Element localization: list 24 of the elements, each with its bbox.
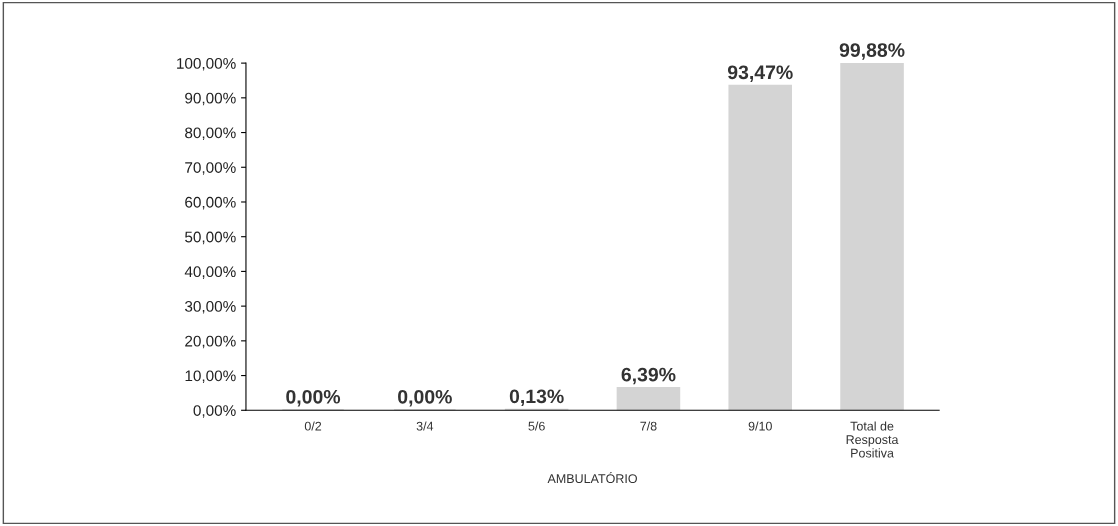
y-tick-label: 50,00%	[185, 231, 236, 245]
data-label: 0,00%	[286, 389, 341, 407]
y-tick-label: 30,00%	[185, 301, 236, 314]
data-label: 0,13%	[509, 389, 564, 407]
y-tick-label: 80,00%	[185, 127, 236, 141]
y-tick-label: 10,00%	[185, 370, 236, 384]
y-tick-label: 100,00%	[177, 57, 236, 71]
data-label: 6,39%	[621, 367, 676, 385]
y-tick-label: 0,00%	[193, 405, 236, 418]
y-tick-label: 70,00%	[185, 162, 236, 175]
data-label: 93,47%	[727, 65, 793, 82]
x-tick-label: 0/2	[304, 421, 322, 431]
x-tick-label: 7/8	[640, 421, 657, 431]
x-tick-label: Total de Resposta Positiva	[846, 421, 899, 458]
x-tick-label: 3/4	[416, 421, 434, 431]
x-tick-label: 9/10	[748, 421, 772, 431]
x-axis-title: AMBULATÓRIO	[547, 472, 637, 484]
y-tick-label: 60,00%	[185, 196, 236, 210]
y-tick-label: 40,00%	[184, 266, 236, 279]
data-label: 0,00%	[398, 389, 452, 407]
y-tick-label: 20,00%	[185, 335, 236, 349]
data-label: 99,88%	[839, 43, 905, 60]
x-tick-label: 5/6	[528, 421, 545, 431]
y-tick-label: 90,00%	[185, 92, 236, 106]
